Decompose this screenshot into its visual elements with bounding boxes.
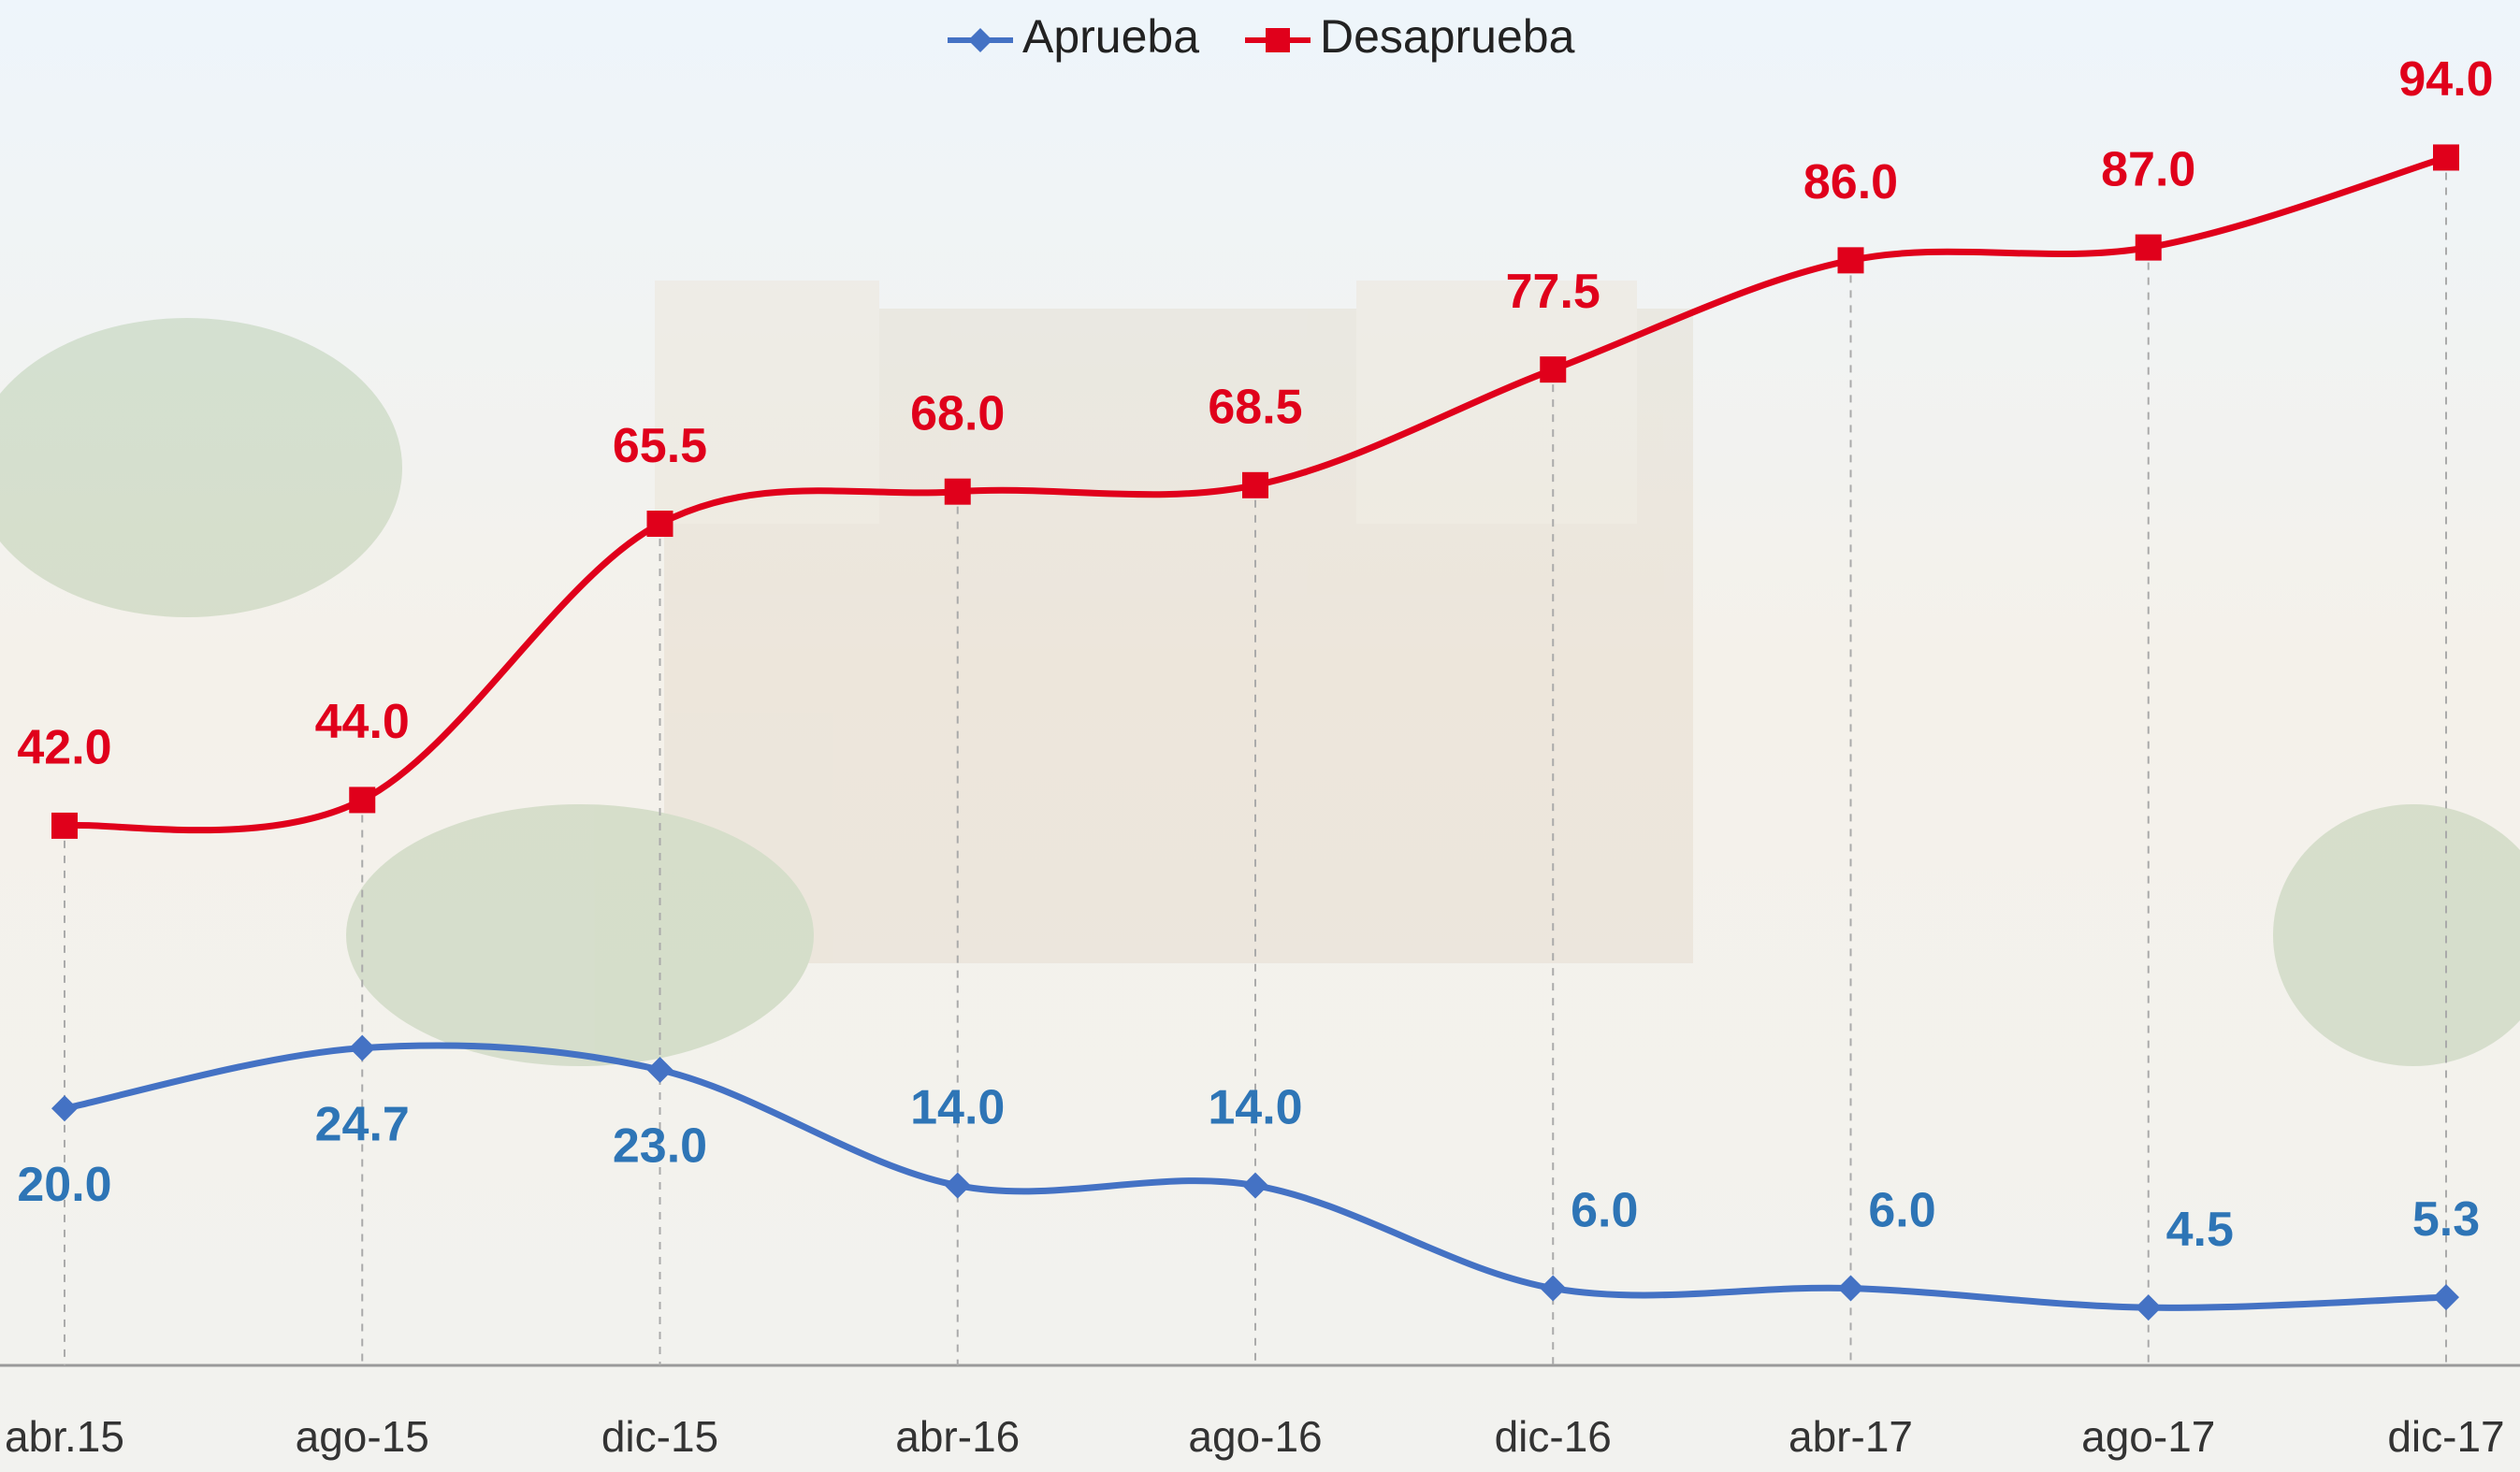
x-tick-label: abr-17: [1789, 1412, 1913, 1461]
marker: [1540, 356, 1566, 382]
x-tick-label: ago-17: [2081, 1412, 2215, 1461]
marker: [945, 479, 971, 505]
data-label: 14.0: [1208, 1080, 1302, 1134]
data-label: 20.0: [17, 1158, 111, 1212]
data-label: 42.0: [17, 721, 111, 775]
marker: [2433, 144, 2459, 170]
data-label: 44.0: [315, 695, 410, 749]
x-tick-label: ago-15: [296, 1412, 429, 1461]
data-label: 14.0: [910, 1080, 1005, 1134]
x-tick-label: abr-16: [895, 1412, 1020, 1461]
marker: [2136, 235, 2162, 261]
marker: [1242, 472, 1268, 498]
marker: [1838, 247, 1864, 273]
data-label: 23.0: [613, 1119, 707, 1174]
data-label: 87.0: [2101, 142, 2195, 196]
data-label: 6.0: [1571, 1183, 1638, 1237]
data-label: 86.0: [1803, 155, 1898, 209]
data-label: 6.0: [1868, 1183, 1935, 1237]
legend-label: Desaprueba: [1320, 10, 1575, 63]
legend-label: Aprueba: [1022, 10, 1199, 63]
x-tick-label: abr.15: [5, 1412, 124, 1461]
chart: abr.15 ago-15 dic-15 abr-16 ago-16 dic-16 abr-…: [0, 0, 2520, 1472]
x-tick-label: dic-17: [2387, 1412, 2504, 1461]
data-label: 4.5: [2166, 1203, 2234, 1257]
data-label: 5.3: [2412, 1192, 2480, 1247]
x-tick-label: ago-16: [1188, 1412, 1322, 1461]
data-label: 68.0: [910, 386, 1005, 440]
data-label: 77.5: [1506, 265, 1600, 319]
data-label: 65.5: [613, 419, 707, 473]
marker: [51, 813, 78, 839]
data-label: 24.7: [315, 1097, 410, 1151]
data-label: 68.5: [1208, 381, 1302, 435]
marker: [349, 787, 375, 813]
marker: [647, 511, 673, 537]
x-tick-label: dic-15: [601, 1412, 718, 1461]
legend-marker: [1266, 28, 1290, 52]
data-label: 94.0: [2398, 52, 2493, 107]
x-tick-label: dic-16: [1495, 1412, 1612, 1461]
